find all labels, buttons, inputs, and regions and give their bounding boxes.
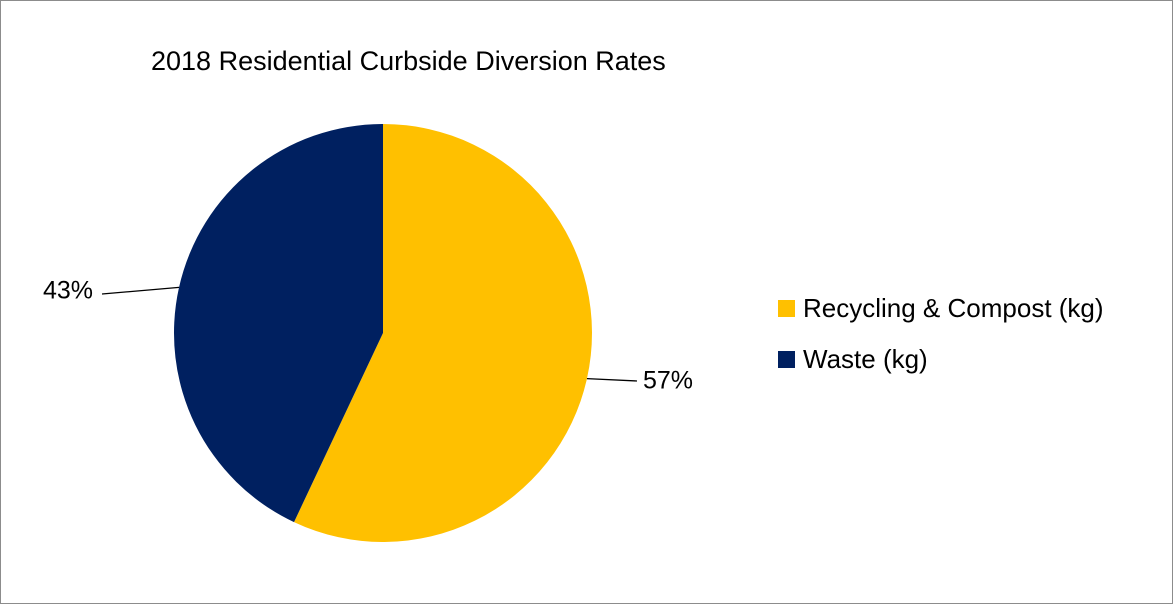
legend-item-waste: Waste (kg): [778, 339, 1104, 379]
legend-label-waste: Waste (kg): [803, 344, 928, 374]
legend-item-recycling: Recycling & Compost (kg): [778, 288, 1104, 328]
legend-swatch-waste: [778, 350, 795, 368]
chart-title: 2018 Residential Curbside Diversion Rate…: [151, 46, 666, 76]
legend-swatch-recycling: [778, 299, 795, 317]
leader-line-waste: [101, 286, 180, 295]
leader-line-recycling: [586, 377, 638, 382]
legend: Recycling & Compost (kg) Waste (kg): [778, 288, 1104, 390]
pie-slice-recycling: [294, 124, 592, 543]
pie-slice-waste: [173, 124, 383, 523]
legend-label-recycling: Recycling & Compost (kg): [803, 293, 1104, 323]
data-label-waste: 43%: [43, 277, 93, 305]
data-label-recycling: 57%: [643, 367, 693, 395]
